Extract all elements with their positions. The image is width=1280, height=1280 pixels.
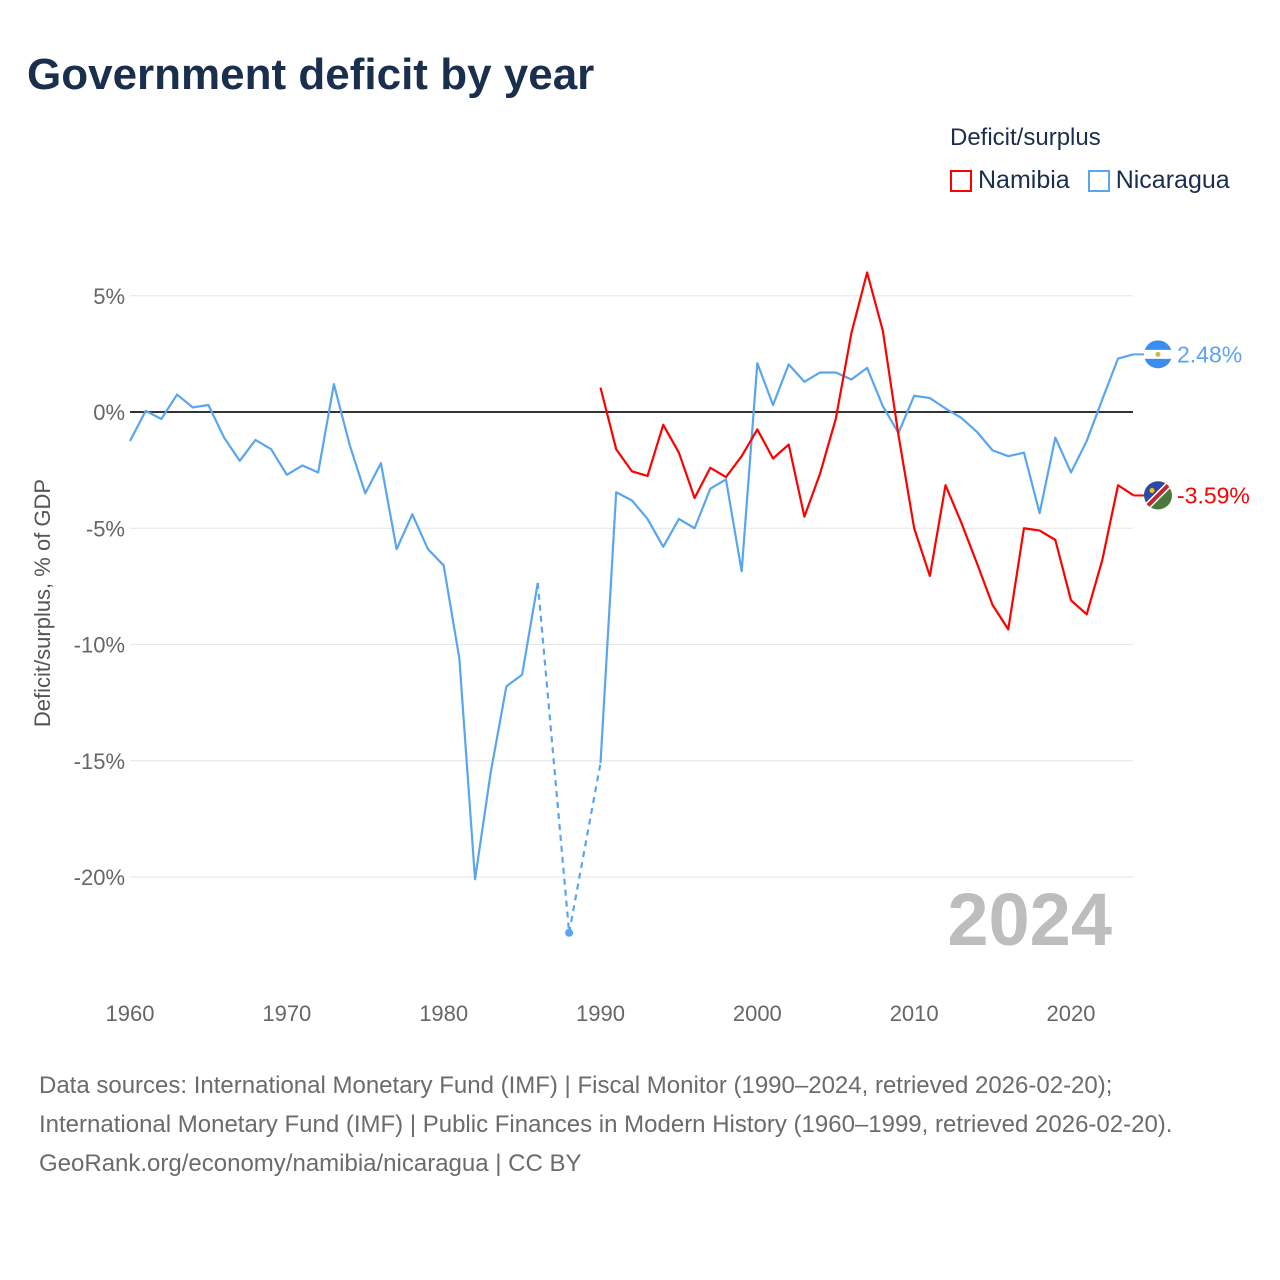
flag-namibia-icon xyxy=(1146,484,1170,507)
legend-label: Namibia xyxy=(978,166,1070,194)
series-line-nicaragua xyxy=(536,582,571,933)
series-line-nicaragua xyxy=(129,383,539,881)
chart-title: Government deficit by year xyxy=(27,50,595,99)
y-tick-label: -15% xyxy=(74,749,125,774)
series-line-namibia xyxy=(599,271,1135,631)
end-value-label-nicaragua: 2.48% xyxy=(1177,341,1242,367)
x-tick-label: 1970 xyxy=(262,1001,311,1026)
legend: Namibia Nicaragua xyxy=(950,166,1230,195)
end-value-label-namibia: -3.59% xyxy=(1177,482,1250,508)
legend-swatch-namibia xyxy=(950,169,972,192)
y-tick-label: -10% xyxy=(74,633,125,658)
x-tick-label: 1960 xyxy=(106,1001,155,1026)
year-watermark: 2024 xyxy=(947,878,1112,961)
legend-item-nicaragua[interactable]: Nicaragua xyxy=(1087,166,1230,195)
plot-area: 5% 0% -5% -10% -15% -20% 1960 1970 1980 1990 2000 2… xyxy=(30,271,1250,1026)
x-tick-label: 2020 xyxy=(1047,1001,1096,1026)
legend-title: Deficit/surplus xyxy=(950,124,1101,151)
x-tick-label: 2010 xyxy=(890,1001,939,1026)
series-line-nicaragua xyxy=(568,762,602,933)
x-tick-label: 2000 xyxy=(733,1001,782,1026)
footer: Data sources: International Monetary Fun… xyxy=(39,1066,1239,1183)
data-sources: Data sources: International Monetary Fun… xyxy=(39,1072,1173,1138)
flag-nicaragua-icon xyxy=(1155,351,1161,357)
credit-link[interactable]: GeoRank.org/economy/namibia/nicaragua | … xyxy=(39,1150,582,1177)
y-axis-label: Deficit/surplus, % of GDP xyxy=(30,479,55,727)
y-tick-label: -20% xyxy=(74,865,125,890)
legend-item-namibia[interactable]: Namibia xyxy=(950,166,1070,195)
series-line-nicaragua xyxy=(599,353,1135,764)
legend-swatch-nicaragua xyxy=(1087,169,1110,192)
data-point-nicaragua xyxy=(565,928,574,937)
x-tick-label: 1980 xyxy=(419,1001,468,1026)
x-tick-label: 1990 xyxy=(576,1001,625,1026)
y-tick-label: -5% xyxy=(86,516,125,541)
flag-namibia-icon xyxy=(1149,487,1155,493)
y-tick-label: 0% xyxy=(93,400,125,425)
y-tick-label: 5% xyxy=(93,284,125,309)
legend-label: Nicaragua xyxy=(1115,166,1230,194)
